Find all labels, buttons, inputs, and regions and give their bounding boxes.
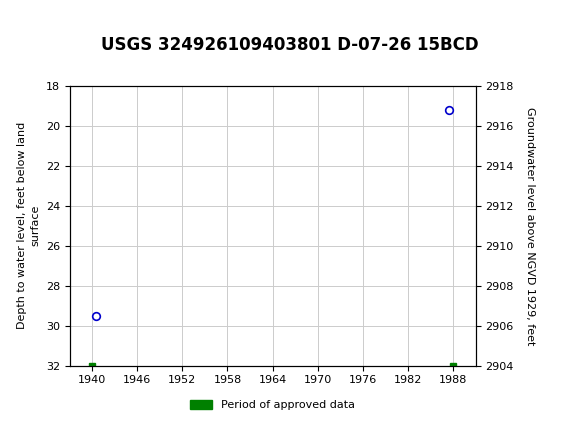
Y-axis label: Depth to water level, feet below land
surface: Depth to water level, feet below land su… [17,122,40,329]
Text: USGS 324926109403801 D-07-26 15BCD: USGS 324926109403801 D-07-26 15BCD [101,36,479,54]
Text: ≡USGS: ≡USGS [9,10,63,28]
Legend: Period of approved data: Period of approved data [186,395,360,415]
Y-axis label: Groundwater level above NGVD 1929, feet: Groundwater level above NGVD 1929, feet [525,107,535,345]
